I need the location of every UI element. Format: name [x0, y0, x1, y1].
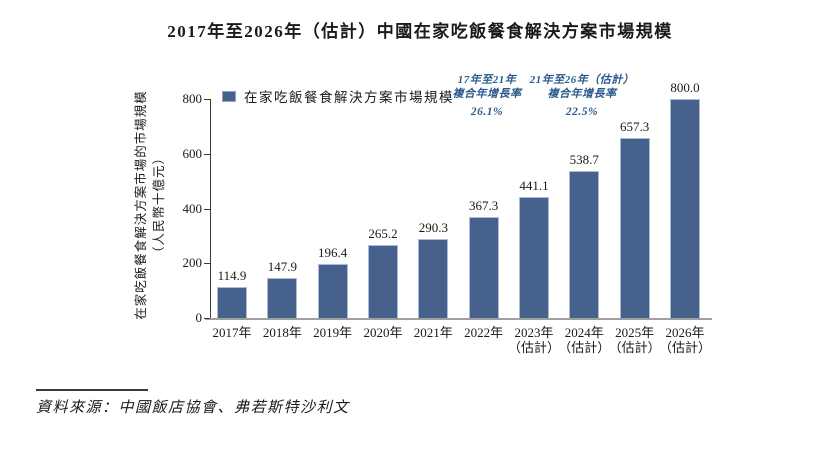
bar: [518, 197, 549, 318]
y-tick-label: 0: [195, 310, 203, 325]
x-tick-label: 2019年: [313, 325, 353, 340]
legend-swatch-icon: [222, 90, 236, 102]
x-tick-label: 2023年 （估計）: [507, 325, 560, 355]
bar-value-label: 114.9: [217, 267, 247, 283]
legend: 在家吃飯餐食解決方案市場規模: [222, 86, 454, 106]
bar-value-label: 657.3: [620, 119, 650, 135]
bar: [367, 245, 398, 318]
bar-value-label: 290.3: [418, 219, 448, 235]
bar-value-label: 147.9: [267, 258, 297, 274]
bar: [267, 277, 298, 318]
bar-value-label: 265.2: [368, 226, 398, 242]
chart-title: 2017年至2026年（估計）中國在家吃飯餐食解決方案市場規模: [167, 22, 673, 41]
bar-value-label: 367.3: [469, 198, 499, 214]
cagr-period: 21年至26年（估計）: [529, 74, 635, 86]
bar: [669, 99, 700, 318]
bar: [217, 286, 247, 318]
y-tick-mark: [204, 318, 210, 319]
cagr-period: 17年至21年: [457, 74, 517, 86]
cagr-annotation-2021-2026: 21年至26年（估計） 複合年增長率 22.5%: [512, 73, 652, 119]
y-axis-line: [210, 99, 211, 318]
y-tick-label: 400: [182, 200, 203, 216]
bar: [468, 217, 499, 318]
y-tick-mark: [204, 99, 210, 100]
x-tick-label: 2026年 （估計）: [658, 325, 711, 355]
bar: [619, 138, 650, 318]
y-tick-label: 800: [182, 91, 203, 106]
bar-value-label: 538.7: [569, 151, 599, 167]
bar: [569, 170, 600, 318]
y-tick-mark: [204, 153, 210, 155]
x-tick-label: 2025年 （估計）: [608, 325, 661, 355]
y-tick-mark: [204, 263, 210, 265]
x-tick-label: 2020年: [363, 325, 403, 340]
source-note: 資料來源：中國飯店協會、弗若斯特沙利文: [36, 400, 350, 416]
x-tick-label: 2018年: [262, 325, 302, 340]
cagr-annotation-2017-2021: 17年至21年 複合年增長率 26.1%: [427, 73, 547, 119]
cagr-value: 26.1%: [470, 106, 504, 118]
x-tick-label: 2024年 （估計）: [558, 325, 611, 355]
x-tick-label: 2021年: [413, 325, 453, 340]
bar: [317, 264, 348, 318]
source-divider: [36, 389, 148, 391]
y-tick-label: 200: [182, 255, 203, 271]
cagr-caption: 複合年增長率: [547, 88, 617, 100]
bar: [418, 238, 449, 318]
y-axis-title-line1: 在家吃飯餐食解決方案市場的市場規模: [134, 90, 148, 320]
y-tick-mark: [204, 208, 210, 210]
legend-label: 在家吃飯餐食解決方案市場規模: [244, 90, 454, 105]
y-axis-title: 在家吃飯餐食解決方案市場的市場規模 （人民幣十億元）: [132, 76, 170, 334]
y-axis-title-line2: （人民幣十億元）: [152, 151, 166, 260]
x-tick-label: 2017年: [212, 325, 252, 340]
bar-value-label: 800.0: [670, 80, 700, 95]
bar-value-label: 196.4: [318, 245, 348, 261]
y-tick-label: 600: [182, 145, 203, 161]
bar-value-label: 441.1: [519, 178, 549, 194]
cagr-value: 22.5%: [565, 106, 599, 118]
cagr-caption: 複合年增長率: [452, 88, 522, 100]
x-axis-line: [205, 318, 712, 320]
x-tick-label: 2022年: [464, 325, 504, 340]
